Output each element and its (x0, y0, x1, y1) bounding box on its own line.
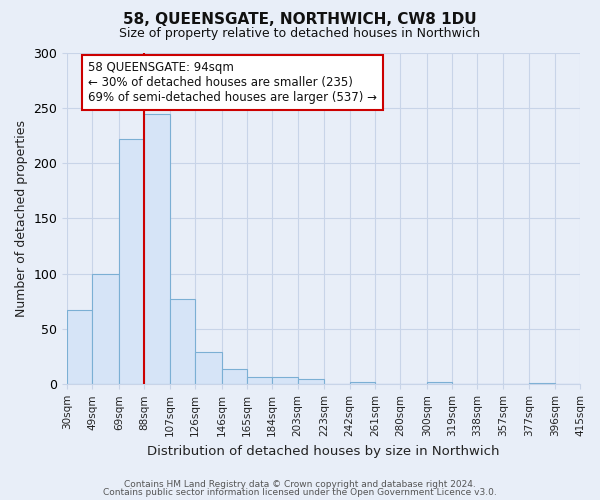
Bar (92, 274, 119, 384)
Text: 58, QUEENSGATE, NORTHWICH, CW8 1DU: 58, QUEENSGATE, NORTHWICH, CW8 1DU (123, 12, 477, 28)
Bar (247, 376, 272, 384)
Bar (221, 369, 247, 384)
Bar (67, 310, 92, 384)
Bar (195, 352, 221, 384)
Text: 58 QUEENSGATE: 94sqm
← 30% of detached houses are smaller (235)
69% of semi-deta: 58 QUEENSGATE: 94sqm ← 30% of detached h… (88, 61, 377, 104)
Bar (170, 299, 195, 384)
Bar (119, 139, 145, 384)
Bar (298, 379, 324, 384)
Y-axis label: Number of detached properties: Number of detached properties (15, 120, 28, 317)
Text: Contains HM Land Registry data © Crown copyright and database right 2024.: Contains HM Land Registry data © Crown c… (124, 480, 476, 489)
Bar (529, 383, 554, 384)
Text: Size of property relative to detached houses in Northwich: Size of property relative to detached ho… (119, 28, 481, 40)
Text: Contains public sector information licensed under the Open Government Licence v3: Contains public sector information licen… (103, 488, 497, 497)
Bar (145, 114, 170, 384)
Bar (272, 376, 298, 384)
Bar (427, 382, 452, 384)
X-axis label: Distribution of detached houses by size in Northwich: Distribution of detached houses by size … (148, 444, 500, 458)
Bar (350, 382, 375, 384)
